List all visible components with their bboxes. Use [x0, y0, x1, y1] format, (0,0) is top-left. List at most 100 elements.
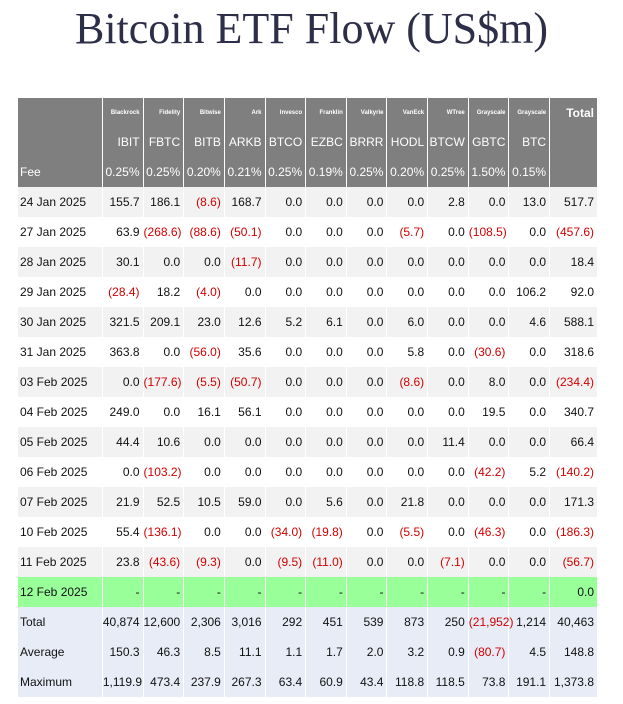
- daily-total: (140.2): [549, 457, 598, 487]
- flow-value: 363.8: [102, 337, 144, 367]
- flow-value: 0.0: [386, 277, 429, 307]
- summary-value: 3,016: [224, 607, 266, 637]
- date-cell: 29 Jan 2025: [18, 277, 103, 307]
- fee-value: 0.19%: [305, 157, 347, 187]
- flow-value: 0.0: [346, 457, 388, 487]
- date-cell: 07 Feb 2025: [18, 487, 103, 517]
- flow-value: 0.0: [386, 427, 429, 457]
- flow-value: 0.0: [508, 367, 551, 397]
- flow-value: (5.5): [183, 367, 225, 397]
- fee-value: 0.25%: [102, 157, 144, 187]
- flow-value: 0.0: [468, 307, 510, 337]
- flow-value: 0.0: [508, 217, 551, 247]
- flow-value: 10.5: [183, 487, 225, 517]
- issuer-label: Grayscale: [508, 98, 551, 127]
- flow-value: 0.0: [427, 307, 469, 337]
- fee-value: 0.20%: [386, 157, 429, 187]
- flow-value: (28.4): [102, 277, 144, 307]
- flow-value: 23.8: [102, 547, 144, 577]
- flow-value: 10.6: [143, 427, 185, 457]
- flow-value: 0.0: [427, 517, 469, 547]
- flow-value: 0.0: [183, 427, 225, 457]
- table-row: 11 Feb 2025 23.8 (43.6) (9.3) 0.0 (9.5) (11.0)…: [18, 547, 598, 577]
- flow-value: 0.0: [183, 517, 225, 547]
- flow-value: 0.0: [508, 397, 551, 427]
- flow-value: 0.0: [468, 247, 510, 277]
- flow-value: (30.6): [468, 337, 510, 367]
- flow-value: 0.0: [265, 247, 307, 277]
- summary-value: 237.9: [183, 667, 225, 697]
- flow-value: -: [427, 577, 469, 607]
- table-row: 07 Feb 2025 21.9 52.5 10.5 59.0 0.0 5.6 0.0 21.8…: [18, 487, 598, 517]
- flow-value: 0.0: [346, 487, 388, 517]
- flow-value: -: [102, 577, 144, 607]
- ticker-label: ARKB: [224, 127, 266, 157]
- flow-value: 23.0: [183, 307, 225, 337]
- flow-value: 0.0: [143, 337, 185, 367]
- flow-value: 59.0: [224, 487, 266, 517]
- flow-value: 19.5: [468, 397, 510, 427]
- flow-value: 0.0: [508, 247, 551, 277]
- flow-value: -: [346, 577, 388, 607]
- flow-value: 0.0: [346, 397, 388, 427]
- table-row: 31 Jan 2025 363.8 0.0 (56.0) 35.6 0.0 0.0 0.0 5.…: [18, 337, 598, 367]
- summary-value: 1,214: [508, 607, 551, 637]
- table-row: 06 Feb 2025 0.0 (103.2) 0.0 0.0 0.0 0.0 0.0 0.0 0…: [18, 457, 598, 487]
- flow-value: (5.5): [386, 517, 429, 547]
- summary-value: 46.3: [143, 637, 185, 667]
- flow-value: 249.0: [102, 397, 144, 427]
- flow-value: 55.4: [102, 517, 144, 547]
- fee-total-blank: [549, 157, 598, 187]
- flow-value: -: [265, 577, 307, 607]
- corner-cell: [18, 127, 103, 157]
- flow-value: 0.0: [305, 457, 347, 487]
- summary-row-maximum: Maximum 1,119.9 473.4 237.9 267.3 63.4 60.9 43.…: [18, 667, 598, 697]
- flow-value: 0.0: [265, 397, 307, 427]
- issuer-label: Valkyrie: [346, 98, 388, 127]
- flow-value: 0.0: [224, 517, 266, 547]
- flow-value: 35.6: [224, 337, 266, 367]
- flow-value: 18.2: [143, 277, 185, 307]
- ticker-label: BITB: [183, 127, 225, 157]
- ticker-label: IBIT: [102, 127, 144, 157]
- table-row: 03 Feb 2025 0.0 (177.6) (5.5) (50.7) 0.0 0.0 0.…: [18, 367, 598, 397]
- summary-value: 60.9: [305, 667, 347, 697]
- fee-value: 0.25%: [346, 157, 388, 187]
- issuer-label: Grayscale: [468, 98, 510, 127]
- flow-value: 0.0: [427, 247, 469, 277]
- flow-value: 0.0: [346, 307, 388, 337]
- flow-value: -: [143, 577, 185, 607]
- summary-value: 118.8: [386, 667, 429, 697]
- ticker-label: EZBC: [305, 127, 347, 157]
- flow-value: (4.0): [183, 277, 225, 307]
- summary-value: 11.1: [224, 637, 266, 667]
- daily-total: 0.0: [549, 577, 598, 607]
- flow-value: 0.0: [346, 187, 388, 217]
- summary-value: 1.7: [305, 637, 347, 667]
- daily-total: 588.1: [549, 307, 598, 337]
- ticker-label: HODL: [386, 127, 429, 157]
- flow-value: 0.0: [468, 487, 510, 517]
- fee-row: Fee 0.25% 0.25% 0.20% 0.21% 0.25% 0.19% 0.25% 0.…: [18, 157, 598, 187]
- flow-value: (42.2): [468, 457, 510, 487]
- flow-value: 0.0: [508, 427, 551, 457]
- flow-value: 0.0: [305, 397, 347, 427]
- flow-value: 30.1: [102, 247, 144, 277]
- flow-value: 0.0: [427, 217, 469, 247]
- summary-value: 43.4: [346, 667, 388, 697]
- flow-value: (50.1): [224, 217, 266, 247]
- flow-value: (5.7): [386, 217, 429, 247]
- flow-value: 0.0: [224, 457, 266, 487]
- total-column-header: Total: [549, 98, 598, 127]
- daily-total: 18.4: [549, 247, 598, 277]
- flow-value: 0.0: [305, 277, 347, 307]
- summary-value: (80.7): [468, 637, 510, 667]
- flow-value: 0.0: [427, 337, 469, 367]
- table-row: 30 Jan 2025 321.5 209.1 23.0 12.6 5.2 6.1 0.0 6.…: [18, 307, 598, 337]
- flow-value: 0.0: [386, 247, 429, 277]
- flow-value: 12.6: [224, 307, 266, 337]
- flow-value: 0.0: [427, 397, 469, 427]
- flow-value: 0.0: [265, 457, 307, 487]
- summary-label: Maximum: [18, 667, 103, 697]
- flow-value: 44.4: [102, 427, 144, 457]
